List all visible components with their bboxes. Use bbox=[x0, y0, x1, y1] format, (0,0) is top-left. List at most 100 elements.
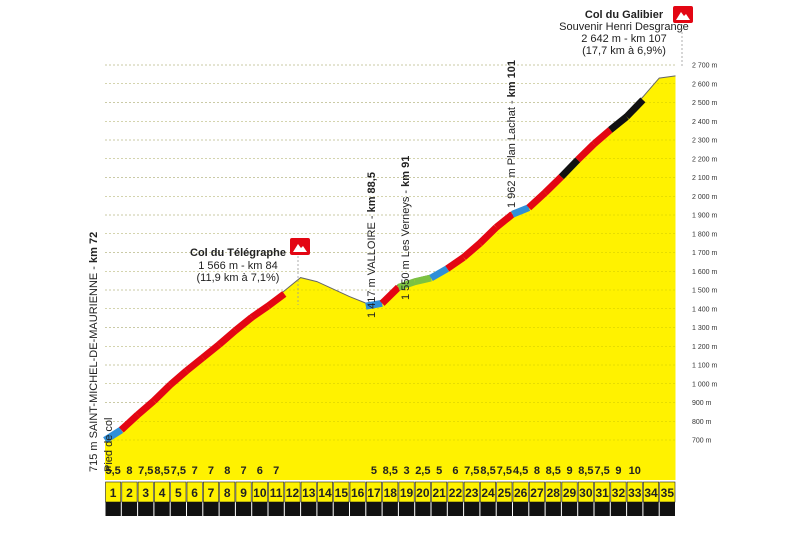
gradient-label: 7,5 bbox=[464, 465, 479, 477]
gradient-label: 8,5 bbox=[578, 465, 593, 477]
km-label: 29 bbox=[563, 486, 577, 500]
gradient-band bbox=[233, 314, 254, 334]
y-tick-label: 2 700 m bbox=[692, 63, 717, 70]
y-tick-label: 2 200 m bbox=[692, 156, 717, 163]
km-box-shadow bbox=[496, 502, 512, 516]
km-box-shadow bbox=[415, 502, 431, 516]
km-box-shadow bbox=[317, 502, 333, 516]
km-box-shadow bbox=[219, 502, 235, 516]
gradient-band bbox=[379, 284, 401, 306]
gradient-band bbox=[365, 299, 383, 310]
place-note: Pied de col bbox=[103, 418, 115, 472]
place-label: 715 m SAINT-MICHEL-DE-MAURIENNE - km 72 bbox=[88, 232, 100, 472]
gradient-label: 9 bbox=[566, 465, 572, 477]
km-box-shadow bbox=[659, 502, 675, 516]
summit-stats: (17,7 km à 6,9%) bbox=[582, 45, 666, 57]
gradient-band bbox=[200, 341, 222, 361]
km-box-shadow bbox=[545, 502, 561, 516]
gradient-label: 7 bbox=[192, 465, 198, 477]
km-label: 13 bbox=[302, 486, 316, 500]
km-box-shadow bbox=[121, 502, 138, 516]
km-box-shadow bbox=[105, 502, 121, 516]
y-tick-label: 1 900 m bbox=[692, 213, 717, 220]
km-label: 25 bbox=[498, 486, 512, 500]
gradient-label: 7,5 bbox=[497, 465, 512, 477]
gradient-band bbox=[624, 97, 646, 120]
summit-stats: (11,9 km à 7,1%) bbox=[197, 272, 280, 284]
gradient-band bbox=[477, 224, 499, 246]
km-box-shadow bbox=[431, 502, 447, 516]
gradient-label: 5 bbox=[436, 465, 442, 477]
km-label: 31 bbox=[595, 486, 609, 500]
y-tick-label: 2 100 m bbox=[692, 175, 717, 182]
km-label: 9 bbox=[240, 486, 247, 500]
gradient-label: 7,5 bbox=[171, 465, 186, 477]
y-tick-label: 1 500 m bbox=[692, 288, 717, 295]
y-tick-label: 2 000 m bbox=[692, 194, 717, 201]
elevation-area bbox=[105, 75, 676, 481]
y-tick-label: 2 400 m bbox=[692, 119, 717, 126]
gradient-label: 7,5 bbox=[138, 465, 153, 477]
km-box-shadow bbox=[610, 502, 627, 516]
gradient-label: 7 bbox=[240, 465, 246, 477]
gradient-label: 8 bbox=[534, 465, 540, 477]
km-box-shadow bbox=[170, 502, 186, 516]
km-label: 23 bbox=[465, 486, 479, 500]
y-tick-label: 1 300 m bbox=[692, 325, 717, 332]
gradient-band bbox=[494, 211, 515, 231]
km-box-shadow bbox=[464, 502, 480, 516]
km-box-shadow bbox=[284, 502, 301, 516]
y-tick-label: 1 100 m bbox=[692, 363, 717, 370]
gradient-label: 2,5 bbox=[415, 465, 430, 477]
km-box-shadow bbox=[138, 502, 154, 516]
gradient-label: 7,5 bbox=[595, 465, 610, 477]
gradient-band bbox=[608, 114, 629, 133]
km-label: 4 bbox=[159, 486, 166, 500]
km-label: 26 bbox=[514, 486, 528, 500]
gradient-label: 6 bbox=[257, 465, 263, 477]
gradient-label: 9 bbox=[615, 465, 621, 477]
km-label: 19 bbox=[400, 486, 414, 500]
km-box-shadow bbox=[447, 502, 464, 516]
gradient-band bbox=[249, 303, 270, 321]
km-label: 18 bbox=[384, 486, 398, 500]
gradient-label: 7 bbox=[208, 465, 214, 477]
y-tick-label: 2 600 m bbox=[692, 81, 717, 88]
km-box-shadow bbox=[398, 502, 415, 516]
place-label: 1 550 m Les Verneys - km 91 bbox=[400, 156, 412, 300]
gradient-band bbox=[135, 398, 157, 418]
gradient-band bbox=[429, 265, 450, 282]
gradient-band bbox=[397, 278, 416, 291]
summit-detail: 1 566 m - km 84 bbox=[198, 260, 277, 272]
gradient-band bbox=[575, 141, 597, 163]
gradient-band bbox=[591, 127, 613, 147]
gradient-label: 10 bbox=[629, 465, 641, 477]
km-label: 3 bbox=[142, 486, 149, 500]
y-tick-label: 2 500 m bbox=[692, 100, 717, 107]
km-label: 30 bbox=[579, 486, 593, 500]
gradient-band bbox=[184, 354, 205, 374]
km-label: 6 bbox=[191, 486, 198, 500]
overlay-layer: 700 m 800 m 900 m 1 000 m 1 100 m 1 200 m 1 30… bbox=[103, 63, 717, 516]
km-box-shadow bbox=[366, 502, 382, 516]
km-box-shadow bbox=[513, 502, 529, 516]
km-box-shadow bbox=[154, 502, 170, 516]
y-tick-label: 1 400 m bbox=[692, 306, 717, 313]
km-label: 15 bbox=[335, 486, 349, 500]
gradient-label: 8,5 bbox=[480, 465, 495, 477]
km-box-shadow bbox=[333, 502, 349, 516]
km-label: 17 bbox=[367, 486, 381, 500]
gradient-band bbox=[103, 426, 124, 444]
km-label: 2 bbox=[126, 486, 133, 500]
gradient-label: 6 bbox=[452, 465, 458, 477]
km-box-shadow bbox=[529, 502, 545, 516]
gradient-label: 5,5 bbox=[106, 465, 121, 477]
km-box-shadow bbox=[480, 502, 496, 516]
y-tick-label: 1 200 m bbox=[692, 344, 717, 351]
km-box-shadow bbox=[627, 502, 643, 516]
km-label: 32 bbox=[612, 486, 626, 500]
km-box-shadow bbox=[643, 502, 659, 516]
y-tick-label: 1 700 m bbox=[692, 250, 717, 257]
gradient-band bbox=[167, 368, 189, 388]
